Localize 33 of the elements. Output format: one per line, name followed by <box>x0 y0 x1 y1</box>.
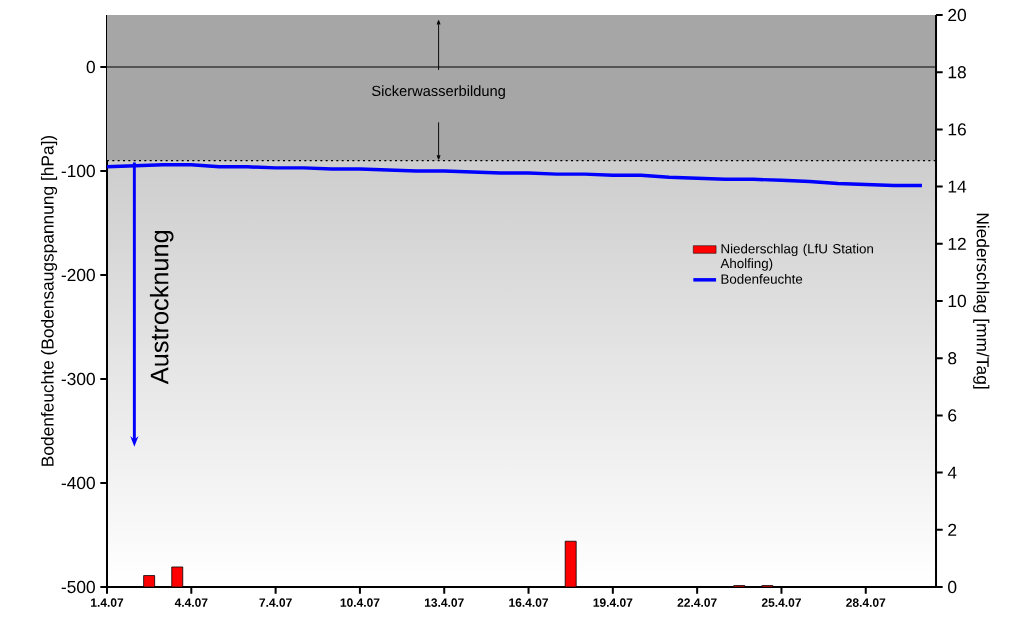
y2-tick-label: 10 <box>948 294 966 308</box>
legend-label: Niederschlag (LfU Station Aholfing) <box>720 243 873 271</box>
x-tick-label: 13.4.07 <box>424 598 464 607</box>
x-tick-label: 4.4.07 <box>174 598 208 607</box>
y-tick-label: 0 <box>86 60 95 74</box>
y2-tick-label: 2 <box>948 523 957 536</box>
y-tick-label: -300 <box>61 372 95 386</box>
y2-tick-label: 14 <box>948 180 967 193</box>
y2-axis-title: Niederschlag [mm/Tag] <box>973 213 990 389</box>
x-tick-label: 25.4.07 <box>761 598 801 607</box>
y-axis-title: Bodenfeuchte (Bodensaugspannung [hPa]) <box>40 135 58 466</box>
band-label: Sickerwasserbildung <box>372 85 505 99</box>
x-tick-label: 7.4.07 <box>259 598 292 607</box>
y2-tick-label: 18 <box>948 66 966 79</box>
x-tick-label: 19.4.07 <box>593 598 633 607</box>
x-tick-label: 28.4.07 <box>846 598 886 607</box>
y2-tick-label: 20 <box>948 8 966 22</box>
y2-tick-label: 12 <box>948 237 966 250</box>
y2-tick-label: 8 <box>948 352 957 365</box>
x-tick-label: 16.4.07 <box>509 598 549 607</box>
y-tick-label: -100 <box>61 164 95 178</box>
x-tick-label: 10.4.07 <box>340 598 380 607</box>
x-tick-label: 1.4.07 <box>91 598 124 607</box>
legend-label: Bodenfeuchte <box>721 274 803 284</box>
y2-tick-label: 16 <box>948 123 966 136</box>
y-tick-label: -400 <box>61 476 95 490</box>
y2-tick-label: 6 <box>948 409 957 422</box>
y2-tick-label: 4 <box>947 466 957 479</box>
y-tick-label: -500 <box>61 580 95 594</box>
y2-tick-label: 0 <box>948 580 957 594</box>
annotation: Austrocknung <box>149 230 174 385</box>
y-tick-label: -200 <box>61 268 95 282</box>
x-tick-label: 22.4.07 <box>677 598 717 607</box>
